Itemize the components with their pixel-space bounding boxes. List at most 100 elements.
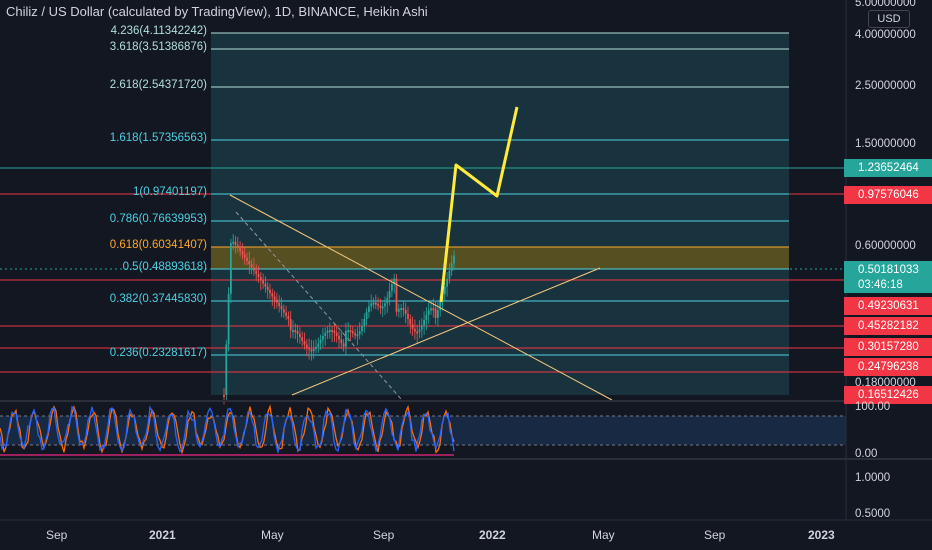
fib-golden-band bbox=[211, 247, 789, 269]
candle-body bbox=[384, 303, 386, 307]
price-axis-label: 0.97576046 bbox=[844, 186, 932, 204]
candle-body bbox=[331, 330, 333, 333]
candle-body bbox=[349, 330, 352, 333]
fib-level-label: 1(0.97401197) bbox=[133, 186, 207, 198]
candle-body bbox=[287, 315, 290, 319]
candle-body bbox=[324, 332, 327, 337]
candle-body bbox=[236, 244, 239, 249]
candle-body bbox=[253, 267, 255, 271]
candle-body bbox=[257, 273, 260, 278]
price-axis-tick: 2.50000000 bbox=[855, 80, 916, 92]
candle-body bbox=[437, 310, 439, 318]
candle-body bbox=[448, 271, 451, 279]
candle-body bbox=[404, 309, 407, 314]
candle-body bbox=[322, 336, 324, 340]
candle-body bbox=[292, 330, 294, 333]
candle-body bbox=[259, 277, 262, 281]
oscillator-axis-tick: 0.00 bbox=[855, 448, 878, 460]
price-axis-tick: 1.50000000 bbox=[855, 138, 916, 150]
time-axis-tick: Sep bbox=[46, 528, 68, 542]
candle-body bbox=[232, 241, 235, 244]
candle-body bbox=[374, 302, 377, 305]
ascending-trendline[interactable] bbox=[291, 267, 601, 396]
fib-level-label: 0.382(0.37445830) bbox=[109, 293, 207, 305]
candle-body bbox=[338, 335, 340, 340]
candle-body bbox=[255, 270, 258, 274]
candle-body bbox=[411, 324, 414, 329]
candle-body bbox=[418, 329, 421, 332]
candle-body bbox=[225, 344, 228, 395]
candle-body bbox=[299, 333, 301, 338]
candle-body bbox=[335, 332, 338, 336]
stochastic-oscillator-pane bbox=[0, 404, 846, 455]
price-axis-label: 0.50181033 bbox=[844, 261, 932, 279]
projection-line[interactable] bbox=[439, 106, 519, 303]
candle-body bbox=[303, 341, 306, 345]
candle-body bbox=[354, 333, 356, 336]
candle-body bbox=[315, 346, 317, 350]
candle-body bbox=[294, 330, 297, 333]
candle-body bbox=[414, 328, 416, 332]
candle-body bbox=[241, 251, 244, 255]
time-axis-tick: 2021 bbox=[149, 528, 176, 542]
candle-body bbox=[453, 255, 455, 264]
candle-body bbox=[282, 309, 285, 313]
candle-body bbox=[379, 305, 382, 308]
candle-body bbox=[278, 302, 281, 307]
candle-body bbox=[365, 312, 368, 320]
candle-body bbox=[276, 299, 278, 303]
candle-body bbox=[347, 330, 350, 333]
fib-level-label: 0.786(0.76639953) bbox=[109, 213, 207, 225]
candle-body bbox=[289, 318, 292, 331]
candle-body bbox=[363, 319, 366, 326]
candle-body bbox=[280, 306, 283, 310]
fib-level-label: 3.618(3.51386876) bbox=[109, 41, 207, 53]
candle-body bbox=[427, 310, 430, 315]
candle-body bbox=[264, 283, 267, 287]
candle-body bbox=[345, 331, 347, 347]
candle-body bbox=[271, 293, 274, 297]
time-axis-tick: Sep bbox=[704, 528, 726, 542]
price-axis-label: 1.23652464 bbox=[844, 159, 932, 177]
candle-body bbox=[423, 320, 425, 326]
chart-title: Chiliz / US Dollar (calculated by Tradin… bbox=[6, 4, 428, 19]
candle-body bbox=[285, 312, 287, 316]
fib-level-label: 0.5(0.48893618) bbox=[122, 261, 207, 273]
candle-body bbox=[402, 308, 405, 311]
fib-level-label: 0.236(0.23281617) bbox=[109, 347, 207, 359]
fib-level-label: 0.618(0.60341407) bbox=[109, 239, 207, 251]
pane-dividers[interactable] bbox=[0, 0, 932, 521]
candle-body bbox=[230, 243, 232, 294]
fib-level-label: 2.618(2.54371720) bbox=[109, 79, 207, 91]
candle-body bbox=[407, 313, 409, 320]
candle-body bbox=[397, 308, 400, 312]
descending-trendline[interactable] bbox=[229, 194, 613, 401]
candle-body bbox=[243, 254, 246, 258]
candle-body bbox=[319, 339, 322, 344]
stoch-k-line bbox=[0, 405, 455, 455]
price-axis-label: 0.45282182 bbox=[844, 317, 932, 335]
trendlines[interactable] bbox=[229, 194, 613, 401]
price-axis-tick: 0.60000000 bbox=[855, 240, 916, 252]
candle-body bbox=[246, 257, 248, 261]
candle-body bbox=[301, 337, 304, 342]
candle-body bbox=[250, 264, 253, 268]
ratio-axis-tick: 0.5000 bbox=[855, 508, 891, 520]
candle-body bbox=[266, 286, 269, 290]
fib-retracement-zone[interactable] bbox=[0, 32, 846, 395]
candle-body bbox=[269, 289, 271, 294]
candle-body bbox=[425, 314, 428, 321]
candle-body bbox=[340, 339, 343, 344]
price-axis-label: 0.16512426 bbox=[844, 386, 932, 404]
currency-selector[interactable]: USD bbox=[868, 10, 910, 28]
time-axis-tick: May bbox=[261, 528, 284, 542]
price-axis-label: 0.30157280 bbox=[844, 338, 932, 356]
candle-body bbox=[409, 319, 412, 325]
time-axis-tick: May bbox=[592, 528, 615, 542]
candle-body bbox=[312, 349, 315, 352]
candle-body bbox=[317, 343, 320, 347]
candle-body bbox=[356, 334, 359, 337]
candle-body bbox=[377, 303, 379, 306]
price-projection-path[interactable] bbox=[439, 106, 519, 303]
